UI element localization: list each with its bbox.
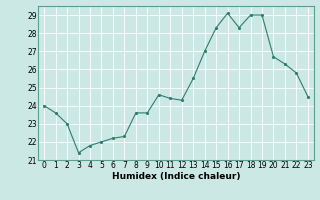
X-axis label: Humidex (Indice chaleur): Humidex (Indice chaleur) bbox=[112, 172, 240, 181]
